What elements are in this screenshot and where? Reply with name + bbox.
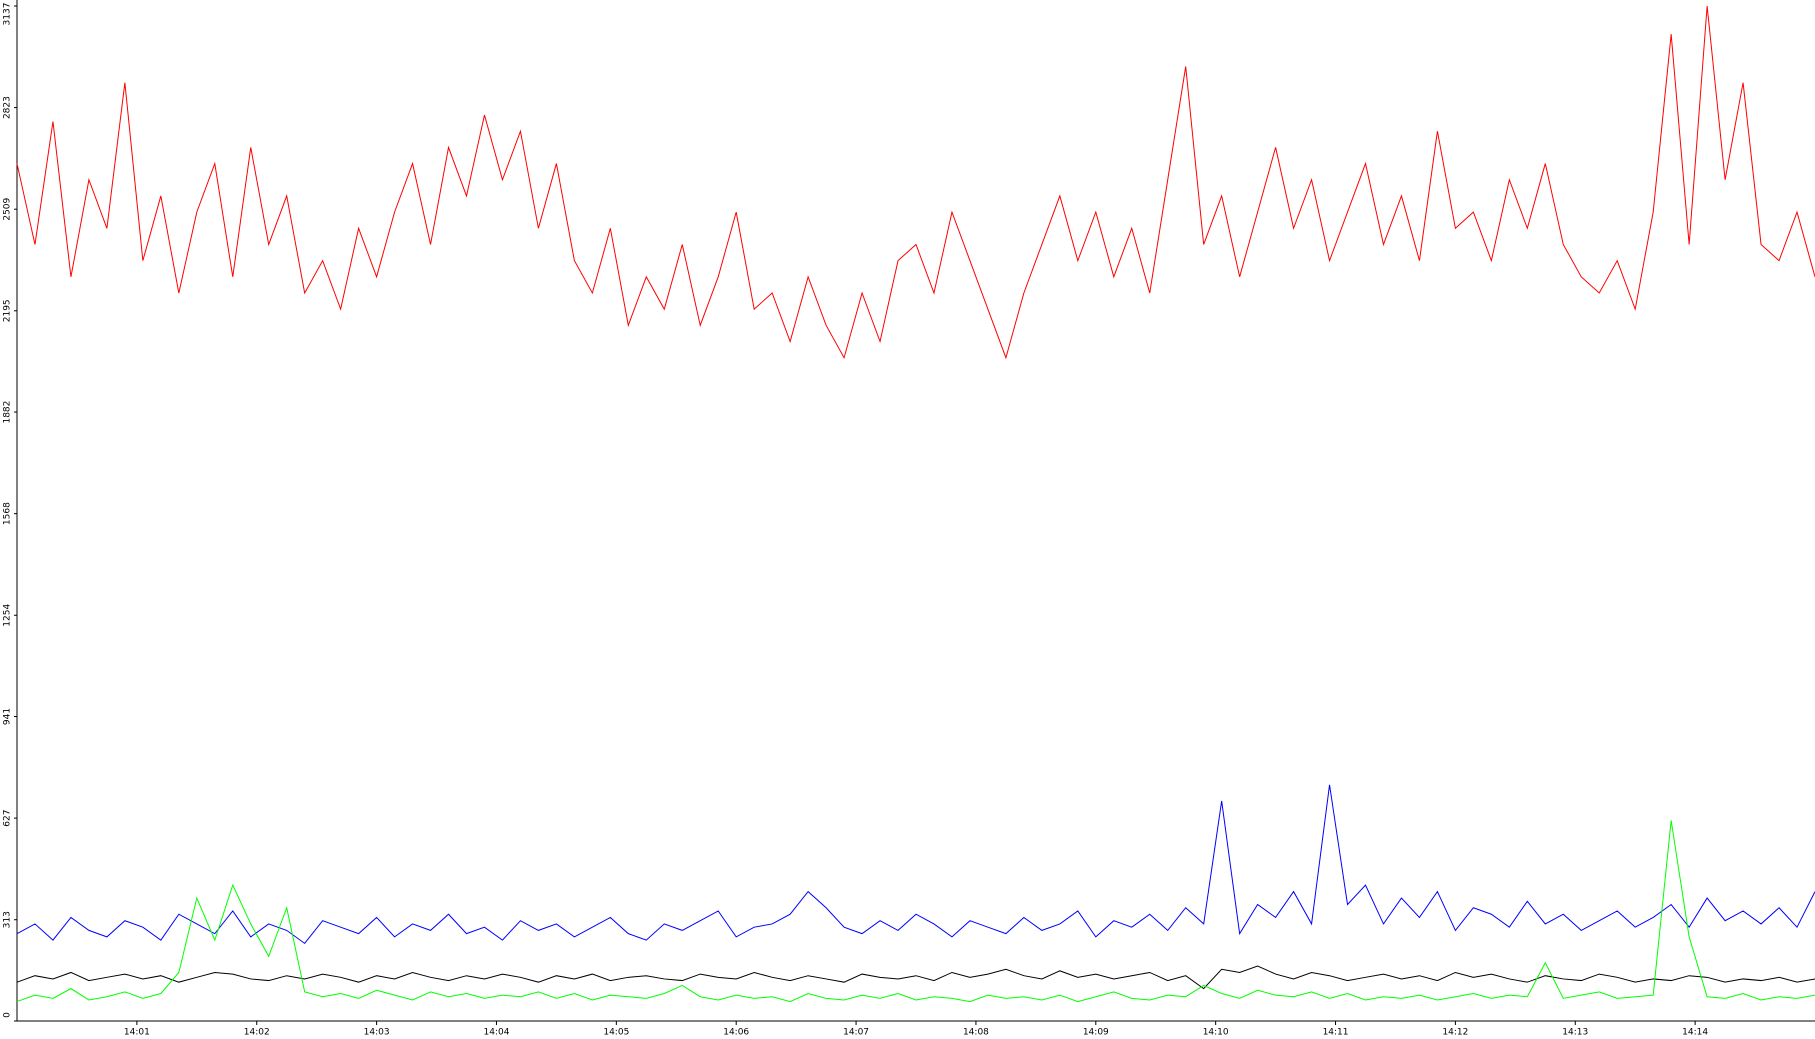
y-tick-label: 1568 — [3, 502, 13, 525]
y-tick-label: 3137 — [3, 3, 13, 26]
x-tick-label: 14:09 — [1083, 1028, 1109, 1038]
x-tick-label: 14:08 — [963, 1028, 989, 1038]
y-tick-label: 0 — [3, 1012, 13, 1018]
x-tick-label: 14:05 — [603, 1028, 629, 1038]
y-tick-label: 941 — [3, 708, 13, 725]
y-tick-label: 2195 — [3, 299, 13, 322]
y-tick-label: 1254 — [3, 604, 13, 627]
x-tick-label: 14:07 — [843, 1028, 869, 1038]
y-tick-label: 627 — [3, 810, 13, 827]
x-tick-label: 14:03 — [364, 1028, 390, 1038]
x-tick-label: 14:11 — [1323, 1028, 1349, 1038]
x-tick-label: 14:10 — [1203, 1028, 1229, 1038]
y-tick-label: 2823 — [3, 96, 13, 119]
series-line — [16, 5, 1815, 360]
series-line — [16, 820, 1815, 1003]
x-tick-label: 14:13 — [1562, 1028, 1588, 1038]
y-tick-label: 1882 — [3, 401, 13, 424]
x-tick-label: 14:06 — [723, 1028, 749, 1038]
x-tick-label: 14:14 — [1682, 1028, 1708, 1038]
series-line — [16, 784, 1815, 945]
x-tick-label: 14:02 — [244, 1028, 270, 1038]
series-line — [16, 965, 1815, 990]
x-tick-label: 14:04 — [483, 1028, 509, 1038]
x-tick-label: 14:01 — [124, 1028, 150, 1038]
x-tick-label: 14:12 — [1442, 1028, 1468, 1038]
y-tick-label: 2509 — [3, 197, 13, 220]
y-tick-label: 313 — [3, 911, 13, 928]
